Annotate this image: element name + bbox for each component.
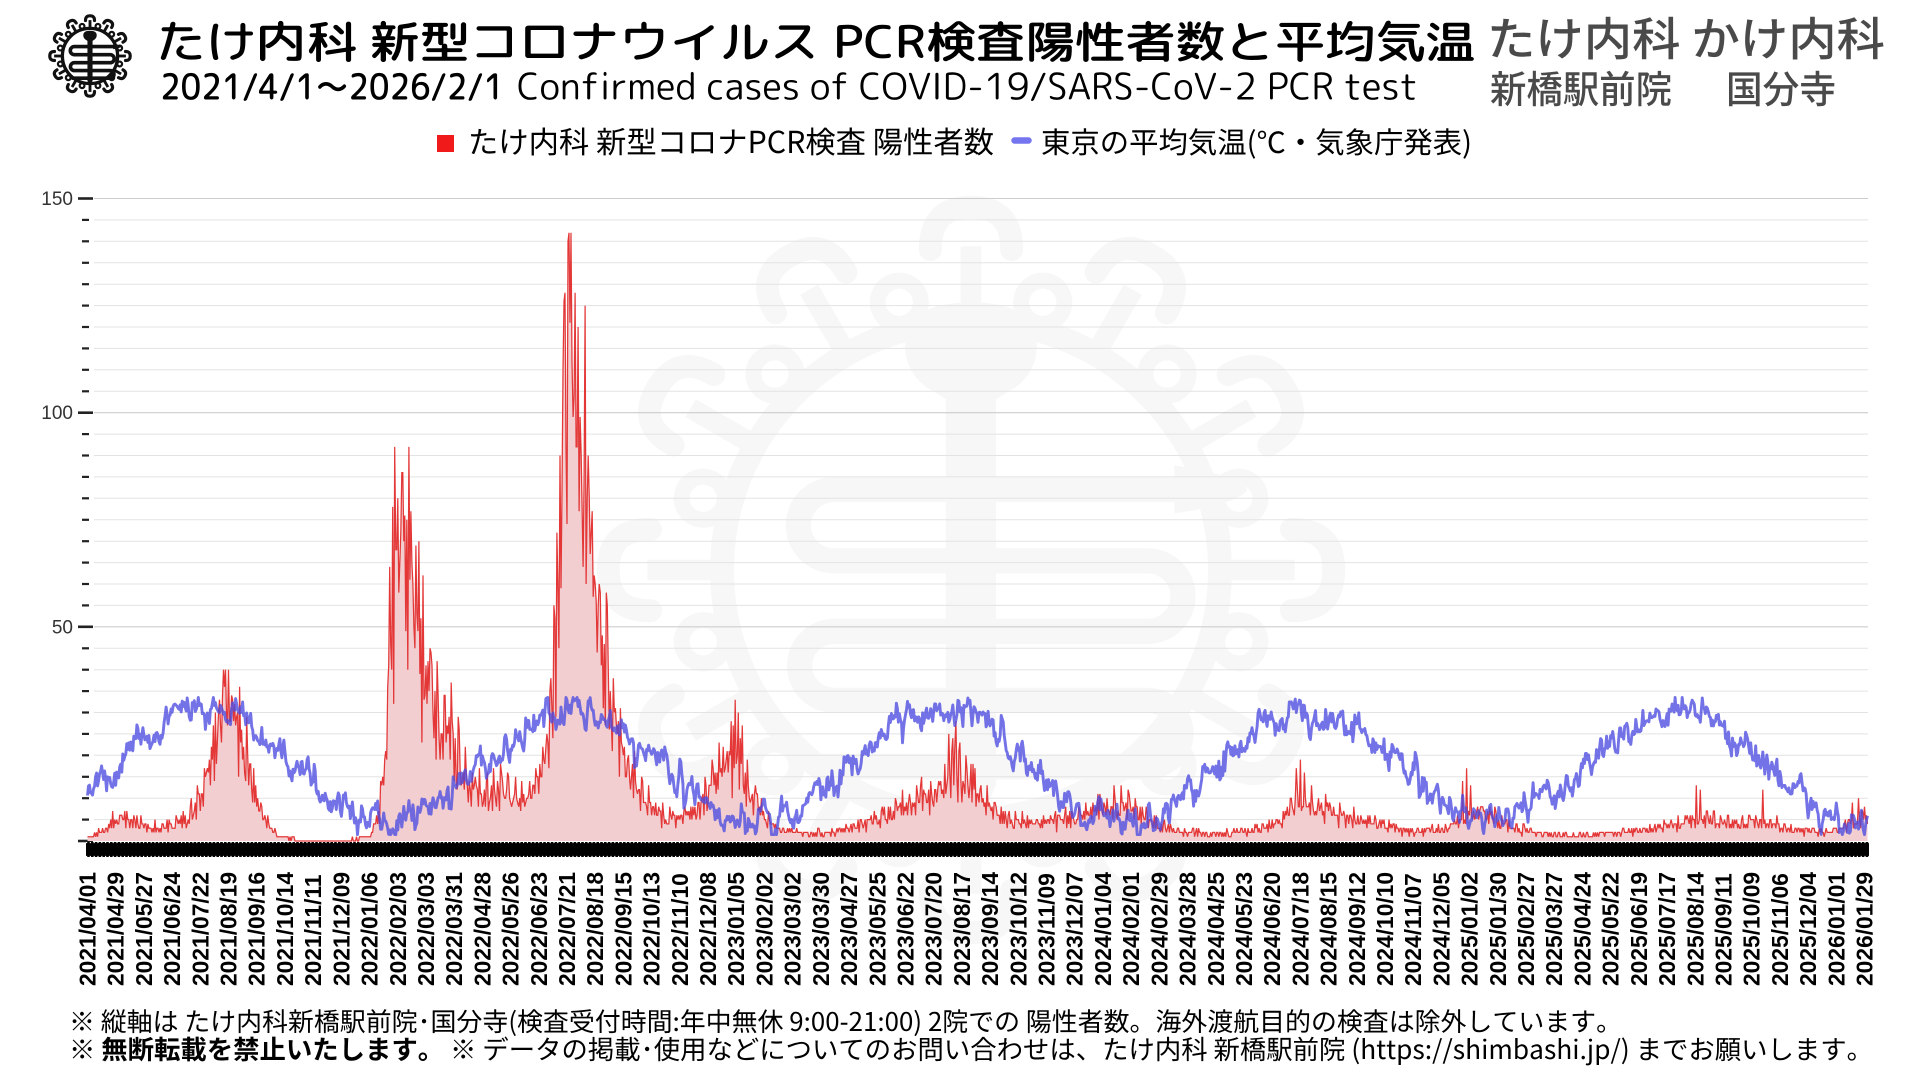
svg-text:2023/08/17: 2023/08/17 [949,872,975,986]
svg-text:2022/05/26: 2022/05/26 [498,872,524,986]
svg-text:2025/02/27: 2025/02/27 [1513,872,1539,986]
svg-text:2023/01/05: 2023/01/05 [723,872,749,986]
svg-text:50: 50 [52,617,73,638]
svg-text:2022/08/18: 2022/08/18 [582,872,608,986]
svg-text:2022/07/21: 2022/07/21 [554,872,580,986]
svg-text:2025/06/19: 2025/06/19 [1626,872,1652,986]
svg-text:2021/09/16: 2021/09/16 [244,872,270,986]
svg-text:2022/12/08: 2022/12/08 [695,872,721,986]
svg-text:2023/03/30: 2023/03/30 [808,872,834,986]
svg-text:2023/09/14: 2023/09/14 [977,872,1003,986]
svg-text:2024/06/20: 2024/06/20 [1259,872,1285,986]
svg-text:2022/03/31: 2022/03/31 [441,872,467,986]
svg-text:2025/03/27: 2025/03/27 [1541,872,1567,986]
svg-text:2023/05/25: 2023/05/25 [864,872,890,986]
svg-text:150: 150 [41,189,73,210]
svg-text:2025/05/22: 2025/05/22 [1598,872,1624,986]
svg-text:2021/06/24: 2021/06/24 [159,872,185,986]
svg-text:2024/03/28: 2024/03/28 [1175,872,1201,986]
svg-text:2025/08/14: 2025/08/14 [1682,872,1708,986]
svg-text:2025/01/02: 2025/01/02 [1457,872,1483,986]
svg-text:2021/12/09: 2021/12/09 [328,872,354,986]
svg-text:2025/04/24: 2025/04/24 [1569,872,1595,986]
svg-text:2024/09/12: 2024/09/12 [1344,872,1370,986]
svg-text:2023/10/12: 2023/10/12 [1005,872,1031,986]
svg-text:2021/10/14: 2021/10/14 [272,872,298,986]
svg-text:2024/02/29: 2024/02/29 [1146,872,1172,986]
svg-text:2024/07/18: 2024/07/18 [1287,872,1313,986]
svg-text:2026/01/01: 2026/01/01 [1823,872,1849,986]
svg-text:2022/02/03: 2022/02/03 [385,872,411,986]
svg-text:2025/12/04: 2025/12/04 [1795,872,1821,986]
svg-text:2025/01/30: 2025/01/30 [1485,872,1511,986]
svg-text:2025/10/09: 2025/10/09 [1739,872,1765,986]
svg-text:2023/11/09: 2023/11/09 [1034,873,1060,986]
svg-text:2022/01/06: 2022/01/06 [357,872,383,986]
svg-text:2021/05/27: 2021/05/27 [131,872,157,986]
svg-text:2024/08/15: 2024/08/15 [1316,872,1342,986]
svg-text:2022/11/10: 2022/11/10 [667,873,693,986]
svg-text:2023/04/27: 2023/04/27 [836,872,862,986]
svg-text:2021/08/19: 2021/08/19 [216,872,242,986]
svg-text:2021/04/29: 2021/04/29 [103,872,129,986]
svg-text:2024/05/23: 2024/05/23 [1231,872,1257,986]
svg-text:2024/04/25: 2024/04/25 [1203,872,1229,986]
svg-text:2022/09/15: 2022/09/15 [610,872,636,986]
svg-text:2025/07/17: 2025/07/17 [1654,872,1680,986]
svg-text:2023/06/22: 2023/06/22 [893,872,919,986]
svg-text:2026/01/29: 2026/01/29 [1852,872,1878,986]
svg-text:2023/07/20: 2023/07/20 [921,872,947,986]
svg-text:2022/03/03: 2022/03/03 [413,872,439,986]
svg-text:2022/06/23: 2022/06/23 [526,872,552,986]
svg-text:100: 100 [41,403,73,424]
svg-text:2024/10/10: 2024/10/10 [1372,872,1398,986]
svg-text:2021/07/22: 2021/07/22 [187,872,213,986]
svg-text:2023/12/07: 2023/12/07 [1062,872,1088,986]
svg-text:2024/02/01: 2024/02/01 [1118,872,1144,986]
svg-text:2024/01/04: 2024/01/04 [1090,872,1116,986]
svg-text:2025/09/11: 2025/09/11 [1711,873,1737,986]
svg-text:2021/11/11: 2021/11/11 [300,874,326,986]
svg-text:2024/12/05: 2024/12/05 [1428,872,1454,986]
svg-text:2024/11/07: 2024/11/07 [1400,873,1426,986]
svg-text:2021/04/01: 2021/04/01 [75,872,101,986]
svg-text:2022/10/13: 2022/10/13 [639,872,665,986]
svg-text:2023/02/02: 2023/02/02 [752,872,778,986]
svg-text:2025/11/06: 2025/11/06 [1767,873,1793,986]
svg-text:2022/04/28: 2022/04/28 [469,872,495,986]
svg-text:2023/03/02: 2023/03/02 [780,872,806,986]
